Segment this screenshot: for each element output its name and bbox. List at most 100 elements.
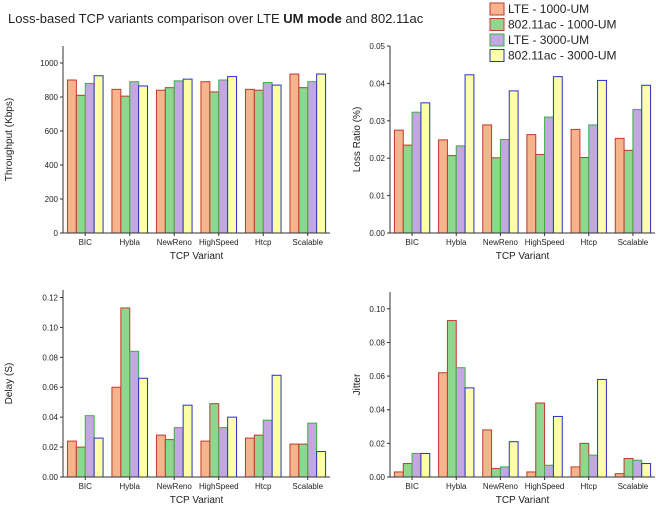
title-part: and 802.11ac xyxy=(342,11,424,26)
bar xyxy=(173,80,184,234)
y-tick-label: 0.04 xyxy=(369,406,385,415)
x-tick-label: HighSpeed xyxy=(525,482,565,491)
bar xyxy=(623,458,634,478)
bar xyxy=(75,94,86,234)
y-tick-label: 0.10 xyxy=(42,323,58,332)
bar xyxy=(614,473,625,478)
x-axis-label: TCP Variant xyxy=(170,251,224,262)
bar xyxy=(614,137,625,234)
bar xyxy=(464,74,475,234)
y-tick-label: 0.12 xyxy=(42,293,58,302)
bar xyxy=(307,422,318,478)
bar xyxy=(641,463,652,478)
y-axis-label: Jitter xyxy=(352,373,363,395)
y-tick-label: 0.05 xyxy=(369,42,385,51)
x-tick-label: NewReno xyxy=(157,482,193,491)
bar xyxy=(75,446,86,478)
bar xyxy=(455,145,466,234)
bar xyxy=(93,437,104,478)
x-tick-label: Htcp xyxy=(255,482,272,491)
bar xyxy=(182,404,193,478)
bar xyxy=(597,378,607,478)
bar xyxy=(289,73,300,234)
bar xyxy=(455,367,466,478)
y-tick-label: 0.04 xyxy=(42,413,58,422)
y-tick-label: 0.10 xyxy=(369,305,385,314)
bar xyxy=(271,374,282,478)
bar xyxy=(129,350,140,478)
bar xyxy=(227,416,238,478)
bar xyxy=(402,144,413,234)
bar xyxy=(544,464,554,478)
x-tick-label: BIC xyxy=(405,482,419,491)
legend-swatch xyxy=(489,49,505,62)
bar xyxy=(446,320,457,478)
y-tick-label: 0.06 xyxy=(369,372,385,381)
bar xyxy=(641,84,652,234)
bar xyxy=(111,88,122,234)
bar xyxy=(316,451,327,478)
y-tick-label: 0.01 xyxy=(369,192,385,201)
bar xyxy=(138,85,149,234)
y-tick-label: 0.08 xyxy=(42,353,58,362)
bar xyxy=(253,434,264,478)
x-axis-label: TCP Variant xyxy=(496,251,550,262)
bar xyxy=(411,452,422,478)
bar xyxy=(93,75,104,234)
bar xyxy=(623,149,634,234)
bar xyxy=(570,466,581,478)
bar xyxy=(482,429,493,478)
bar xyxy=(526,471,537,478)
bar xyxy=(271,84,282,234)
bar xyxy=(244,88,255,234)
bar xyxy=(544,116,554,234)
x-tick-label: NewReno xyxy=(483,238,519,247)
bar xyxy=(164,439,175,478)
bar xyxy=(120,95,131,234)
bar xyxy=(411,111,422,234)
bar xyxy=(164,87,175,234)
bar xyxy=(588,124,599,234)
legend-box xyxy=(486,1,652,63)
bar xyxy=(129,81,140,234)
bar xyxy=(446,155,457,234)
y-tick-label: 0.00 xyxy=(369,473,385,482)
x-tick-label: BIC xyxy=(79,238,93,247)
bar xyxy=(535,402,546,478)
bar xyxy=(262,419,273,478)
x-axis-label: TCP Variant xyxy=(496,495,550,506)
bar xyxy=(508,90,519,234)
bar xyxy=(84,82,95,234)
x-tick-label: NewReno xyxy=(483,482,519,491)
bar xyxy=(298,87,309,234)
bar xyxy=(227,76,238,234)
bar xyxy=(66,79,77,234)
x-tick-label: Hybla xyxy=(446,482,467,491)
bar xyxy=(111,386,122,478)
legend-label: 802.11ac - 1000-UM xyxy=(508,18,617,32)
bar xyxy=(526,134,537,234)
bar xyxy=(138,377,149,478)
bar xyxy=(200,440,211,478)
bar xyxy=(84,415,95,478)
y-tick-label: 400 xyxy=(45,161,59,170)
x-tick-label: Scalable xyxy=(618,482,649,491)
bar xyxy=(464,387,475,478)
legend-label: 802.11ac - 3000-UM xyxy=(508,49,617,63)
bar xyxy=(244,437,255,478)
bar xyxy=(499,139,510,234)
y-tick-label: 600 xyxy=(45,127,59,136)
x-tick-label: BIC xyxy=(405,238,419,247)
x-tick-label: Htcp xyxy=(581,482,598,491)
y-axis-label: Loss Ratio (%) xyxy=(352,107,363,173)
bar xyxy=(420,452,431,478)
bar xyxy=(579,442,590,478)
bar xyxy=(552,415,563,478)
bar xyxy=(289,443,300,478)
bar xyxy=(218,427,229,478)
bar xyxy=(597,79,607,234)
bar xyxy=(438,139,448,234)
bar xyxy=(209,403,220,478)
title-part: UM mode xyxy=(283,11,342,26)
